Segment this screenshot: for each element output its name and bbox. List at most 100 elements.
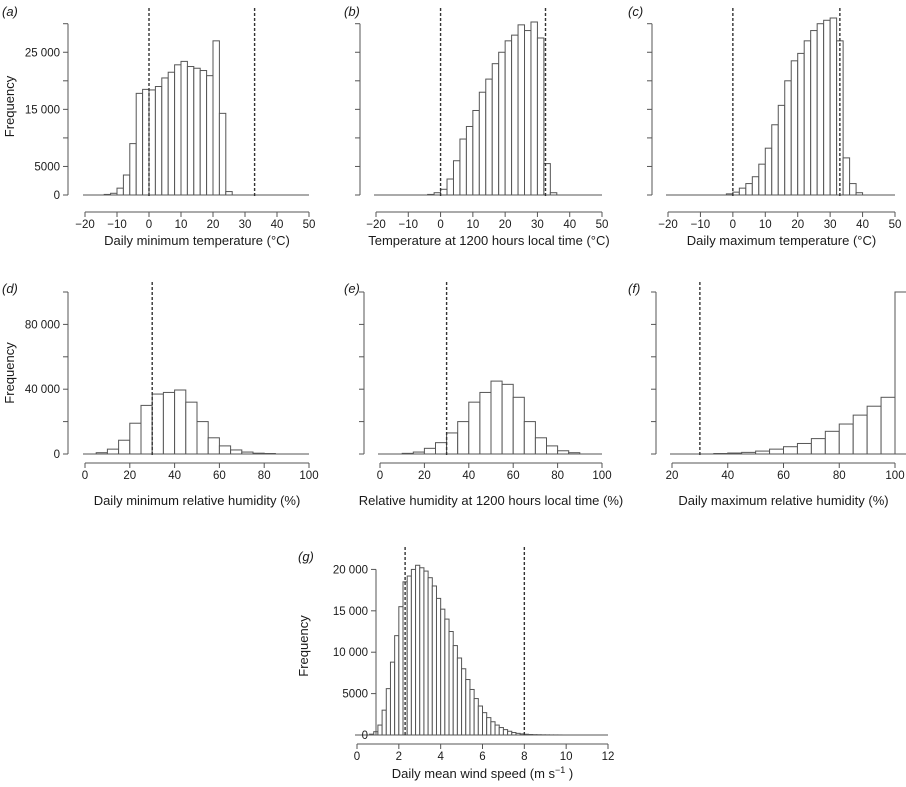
panel-f: 20 40 60 80 100 Daily maximum relative humidi… <box>628 281 906 508</box>
histogram-bar <box>95 452 108 455</box>
histogram-bar <box>161 77 169 196</box>
x-tick-label: 100 <box>885 470 904 482</box>
histogram-bar <box>468 401 481 455</box>
histogram-bar <box>385 688 391 736</box>
histogram-bar <box>423 447 436 455</box>
histogram-bar <box>446 432 459 455</box>
histogram-bar <box>459 138 467 196</box>
panel-a: 0 5000 15 000 25 000 −20 −10 0 10 20 30 40 50 Daily … <box>2 4 315 248</box>
histogram-bar <box>880 396 896 455</box>
histogram-bar <box>129 143 137 196</box>
histogram-bar <box>498 51 506 196</box>
histogram-bar <box>207 437 220 455</box>
x-axis-label: Daily minimum relative humidity (%) <box>94 493 301 508</box>
x-tick-label: 2 <box>396 751 402 763</box>
histogram-bar <box>394 635 400 736</box>
histogram-bar <box>502 729 509 736</box>
histogram-bar <box>389 661 396 736</box>
x-tick-label: 0 <box>82 470 88 482</box>
panel-letter: (g) <box>298 549 314 564</box>
histogram-bar <box>490 380 503 455</box>
histogram-bar <box>106 448 120 455</box>
histogram-bar <box>490 721 496 736</box>
x-tick-label: 20 <box>418 470 431 482</box>
histogram-bar <box>473 698 479 736</box>
y-tick-label: 0 <box>54 190 60 202</box>
histogram-bar <box>511 732 517 736</box>
histogram-bar <box>410 568 417 736</box>
histogram-bar <box>530 21 538 196</box>
x-tick-label: 60 <box>777 470 790 482</box>
histogram-bar <box>783 446 798 455</box>
histogram-bar <box>536 37 545 196</box>
histogram-bar <box>448 631 454 736</box>
histogram-bar <box>406 575 412 736</box>
x-tick-label: 0 <box>730 219 736 231</box>
x-tick-label: 20 <box>791 219 804 231</box>
y-tick-label: 20 000 <box>333 564 368 576</box>
histogram-bar <box>894 291 906 455</box>
y-tick-label: 0 <box>54 449 60 461</box>
histogram-bar <box>122 174 131 196</box>
histogram-bar <box>738 187 747 196</box>
histogram-bar <box>803 40 812 196</box>
histogram-bar <box>478 91 487 196</box>
x-tick-label: 40 <box>856 219 869 231</box>
panel-letter: (e) <box>344 281 360 296</box>
x-axis-label: Relative humidity at 1200 hours local ti… <box>359 493 623 508</box>
panel-e: 0 20 40 60 80 100 Relative humidity at 1200 ho… <box>344 281 623 508</box>
histogram-bar <box>523 421 536 455</box>
histogram-bar <box>142 88 150 196</box>
x-tick-label: −10 <box>691 219 711 231</box>
histogram-bar <box>472 109 480 196</box>
x-tick-label: 4 <box>437 751 444 763</box>
histogram-bar <box>465 679 471 736</box>
histogram-bar <box>829 17 838 196</box>
y-tick-label: 5000 <box>34 161 60 173</box>
histogram-bar <box>212 40 220 196</box>
histogram-bar <box>427 193 435 196</box>
histogram-bar <box>118 439 131 455</box>
histogram-bar <box>151 393 164 455</box>
histogram-bar <box>465 125 474 196</box>
y-tick-label: 80 000 <box>25 319 60 331</box>
histogram-bar <box>116 187 124 196</box>
histogram-bar <box>758 163 766 196</box>
histogram-bar <box>446 178 454 196</box>
panel-c: −20 −10 0 10 20 30 40 50 Daily maximum temperatu… <box>628 4 901 248</box>
histogram-bar <box>452 160 461 196</box>
histogram-bar <box>252 452 265 455</box>
histogram-bar <box>154 86 163 196</box>
x-tick-label: −20 <box>658 219 678 231</box>
histogram-bar <box>135 92 144 196</box>
histogram-bar <box>140 404 153 455</box>
panel-letter: (b) <box>344 4 360 19</box>
histogram-bar <box>377 724 383 736</box>
x-tick-label: 60 <box>213 470 226 482</box>
x-tick-label: 6 <box>479 751 485 763</box>
histogram-bar <box>174 389 187 455</box>
histogram-bar <box>823 19 831 196</box>
x-tick-label: 40 <box>168 470 181 482</box>
histogram-bar <box>167 71 176 196</box>
x-tick-label: 100 <box>592 470 611 482</box>
x-tick-label: 20 <box>666 470 679 482</box>
histogram-bar <box>241 451 254 455</box>
histogram-bar <box>507 730 513 736</box>
histogram-bar <box>855 192 864 196</box>
histogram-bar <box>725 193 734 196</box>
histogram-bar <box>469 688 475 736</box>
histogram-bar <box>103 193 112 196</box>
x-tick-label: 60 <box>507 470 520 482</box>
panel-letter: (c) <box>628 4 643 19</box>
x-tick-label: 10 <box>175 219 188 231</box>
x-axis-label: Daily minimum temperature (°C) <box>104 233 290 248</box>
histogram-bar <box>479 391 492 455</box>
x-tick-label: 0 <box>146 219 152 231</box>
x-tick-label: −20 <box>75 219 95 231</box>
histogram-bar <box>199 70 208 196</box>
histogram-bar <box>741 451 757 455</box>
x-tick-label: 0 <box>377 470 383 482</box>
histogram-bar <box>186 66 195 196</box>
histogram-bar <box>129 422 142 455</box>
